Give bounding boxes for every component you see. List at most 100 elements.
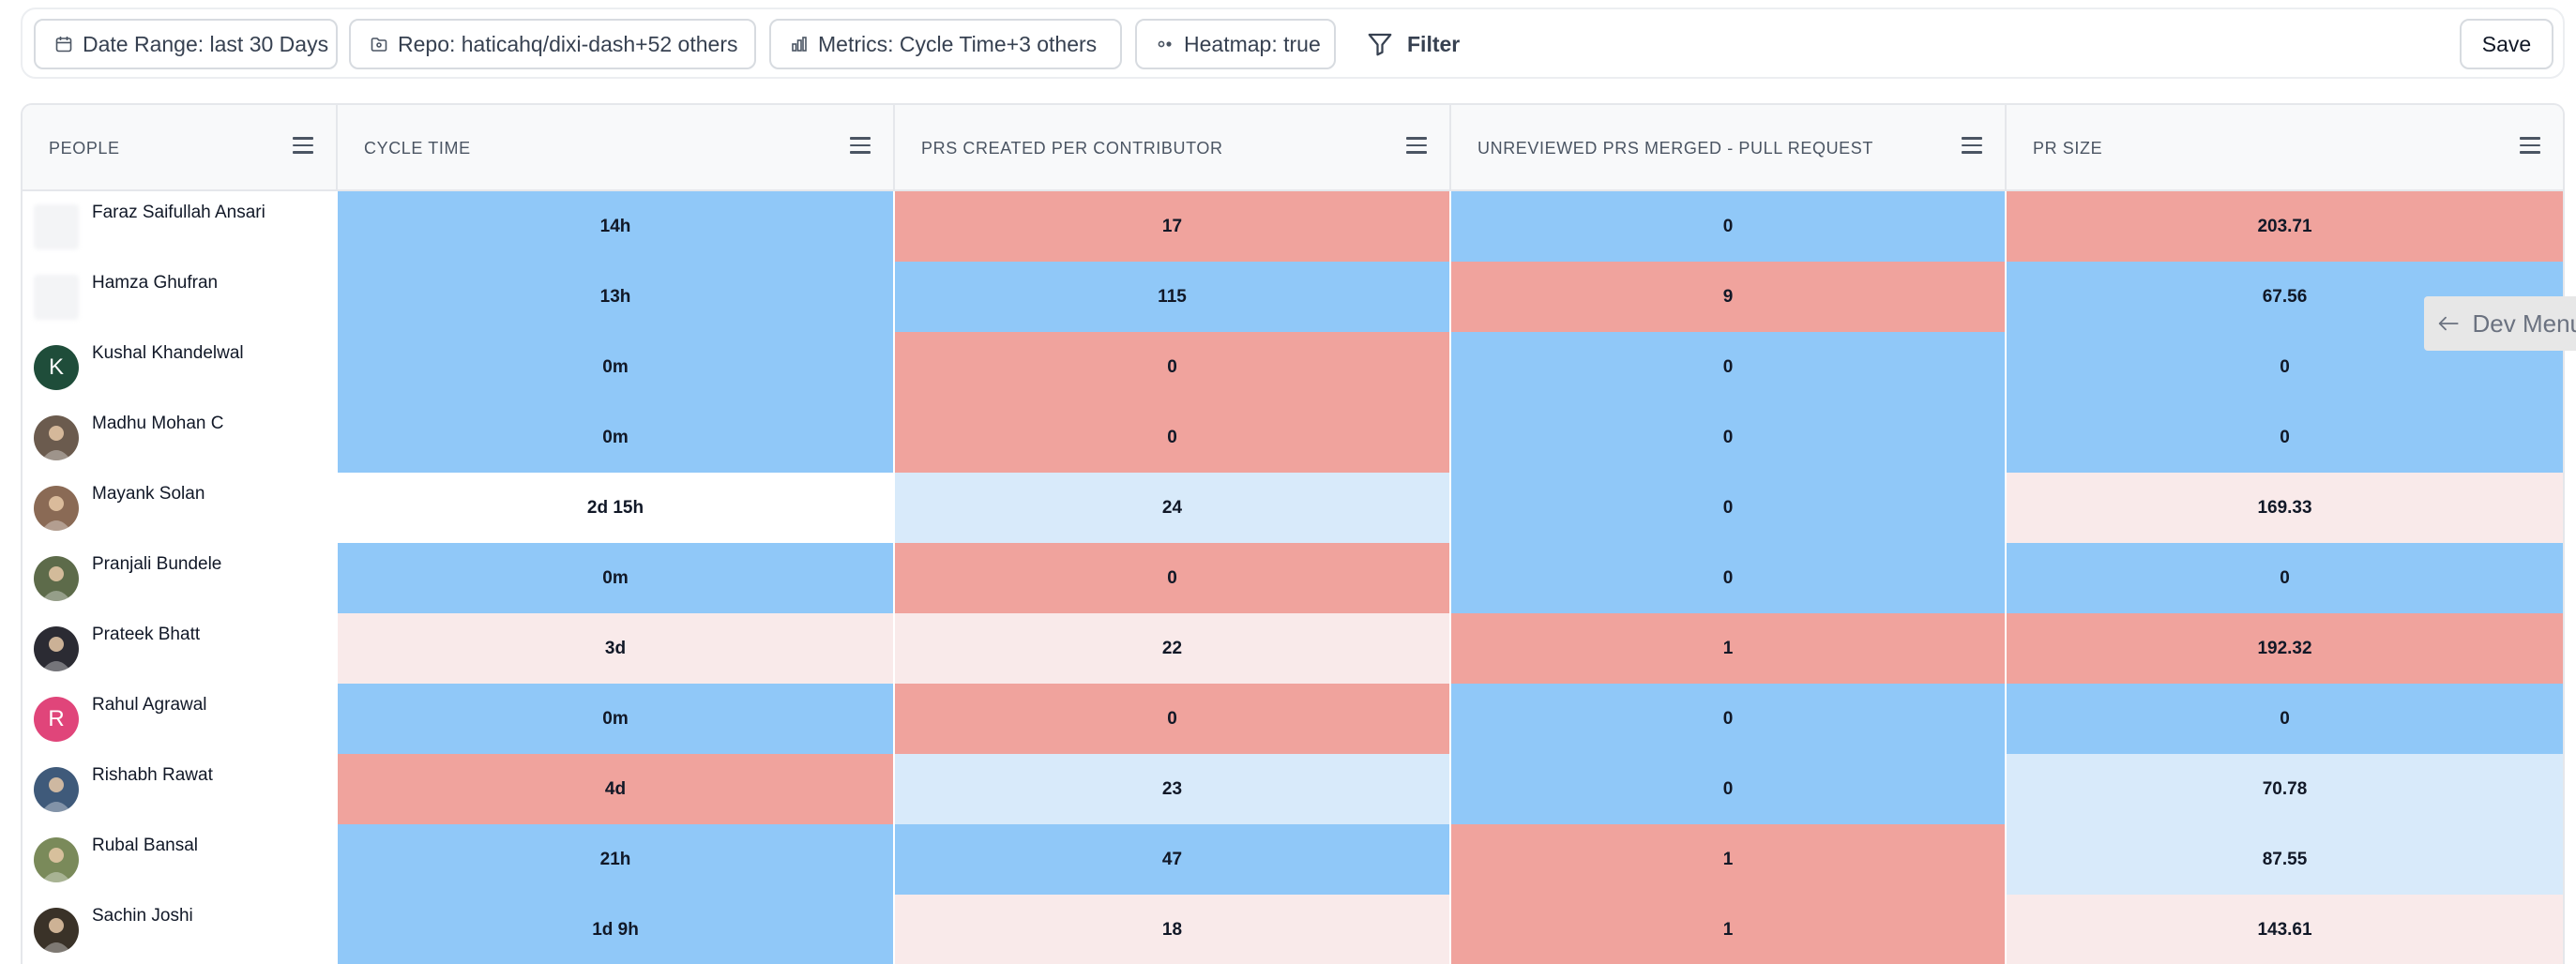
person-cell[interactable]: Sachin Joshi bbox=[23, 895, 338, 964]
metric-cell[interactable]: 3d bbox=[338, 613, 895, 684]
arrow-left-icon bbox=[2438, 316, 2459, 331]
avatar bbox=[34, 837, 79, 882]
hamburger-icon[interactable] bbox=[1406, 137, 1427, 156]
dev-menu-tab[interactable]: Dev Menu bbox=[2424, 296, 2576, 351]
table-row[interactable]: Madhu Mohan C 0m 0 0 0 bbox=[23, 402, 2563, 473]
person-name: Rishabh Rawat bbox=[92, 765, 213, 785]
metric-cell[interactable]: 4d bbox=[338, 754, 895, 824]
repo-chip[interactable]: Repo: haticahq/dixi-dash+52 others bbox=[349, 19, 756, 69]
metric-cell[interactable]: 0 bbox=[1451, 684, 2007, 754]
table-row[interactable]: Prateek Bhatt 3d 22 1 192.32 bbox=[23, 613, 2563, 684]
hamburger-icon[interactable] bbox=[850, 137, 871, 156]
metric-cell[interactable]: 203.71 bbox=[2007, 191, 2563, 262]
person-name: Prateek Bhatt bbox=[92, 625, 201, 644]
metric-cell[interactable]: 24 bbox=[895, 473, 1451, 543]
metric-cell[interactable]: 0 bbox=[1451, 402, 2007, 473]
avatar: K bbox=[34, 345, 79, 390]
table-row[interactable]: Hamza Ghufran 13h 115 9 67.56 bbox=[23, 262, 2563, 332]
person-cell[interactable]: R Rahul Agrawal bbox=[23, 684, 338, 754]
person-cell[interactable]: Pranjali Bundele bbox=[23, 543, 338, 613]
avatar bbox=[34, 275, 79, 320]
avatar bbox=[34, 626, 79, 671]
metric-cell[interactable]: 0 bbox=[1451, 543, 2007, 613]
column-header-unreviewed-prs[interactable]: UNREVIEWED PRS MERGED - PULL REQUEST bbox=[1451, 105, 2007, 191]
table-row[interactable]: Mayank Solan 2d 15h 24 0 169.33 bbox=[23, 473, 2563, 543]
column-header-people[interactable]: PEOPLE bbox=[23, 105, 338, 191]
metric-cell[interactable]: 47 bbox=[895, 824, 1451, 895]
metric-cell[interactable]: 192.32 bbox=[2007, 613, 2563, 684]
metric-cell[interactable]: 0m bbox=[338, 543, 895, 613]
metric-cell[interactable]: 21h bbox=[338, 824, 895, 895]
avatar-initial: R bbox=[48, 706, 65, 731]
metric-cell[interactable]: 0 bbox=[895, 332, 1451, 402]
metric-cell[interactable]: 23 bbox=[895, 754, 1451, 824]
person-name: Sachin Joshi bbox=[92, 906, 193, 926]
metric-cell[interactable]: 169.33 bbox=[2007, 473, 2563, 543]
metric-cell[interactable]: 0m bbox=[338, 684, 895, 754]
person-name: Rubal Bansal bbox=[92, 836, 199, 855]
person-cell[interactable]: Rishabh Rawat bbox=[23, 754, 338, 824]
person-cell[interactable]: Prateek Bhatt bbox=[23, 613, 338, 684]
person-name: Hamza Ghufran bbox=[92, 273, 219, 293]
metric-cell[interactable]: 1 bbox=[1451, 613, 2007, 684]
metric-cell[interactable]: 18 bbox=[895, 895, 1451, 964]
person-cell[interactable]: K Kushal Khandelwal bbox=[23, 332, 338, 402]
metric-cell[interactable]: 0 bbox=[1451, 332, 2007, 402]
metric-cell[interactable]: 143.61 bbox=[2007, 895, 2563, 964]
metric-cell[interactable]: 22 bbox=[895, 613, 1451, 684]
metric-cell[interactable]: 2d 15h bbox=[338, 473, 895, 543]
metric-cell[interactable]: 0 bbox=[1451, 191, 2007, 262]
table-row[interactable]: Pranjali Bundele 0m 0 0 0 bbox=[23, 543, 2563, 613]
metric-cell[interactable]: 70.78 bbox=[2007, 754, 2563, 824]
person-cell[interactable]: Rubal Bansal bbox=[23, 824, 338, 895]
table-body: Faraz Saifullah Ansari 14h 17 0 203.71 Hamza … bbox=[23, 191, 2563, 964]
hamburger-icon[interactable] bbox=[293, 137, 313, 156]
date-range-chip[interactable]: Date Range: last 30 Days bbox=[34, 19, 338, 69]
table-row[interactable]: K Kushal Khandelwal 0m 0 0 0 bbox=[23, 332, 2563, 402]
metric-cell[interactable]: 0 bbox=[895, 543, 1451, 613]
column-header-cycle-time[interactable]: CYCLE TIME bbox=[338, 105, 895, 191]
metric-cell[interactable]: 0 bbox=[1451, 473, 2007, 543]
heatmap-chip[interactable]: Heatmap: true bbox=[1135, 19, 1336, 69]
metric-cell[interactable]: 9 bbox=[1451, 262, 2007, 332]
hamburger-icon[interactable] bbox=[1962, 137, 1982, 156]
bar-chart-icon bbox=[792, 37, 807, 52]
table-row[interactable]: R Rahul Agrawal 0m 0 0 0 bbox=[23, 684, 2563, 754]
table-row[interactable]: Faraz Saifullah Ansari 14h 17 0 203.71 bbox=[23, 191, 2563, 262]
table-row[interactable]: Rishabh Rawat 4d 23 0 70.78 bbox=[23, 754, 2563, 824]
metric-cell[interactable]: 0m bbox=[338, 402, 895, 473]
metric-cell[interactable]: 0 bbox=[2007, 684, 2563, 754]
metric-cell[interactable]: 17 bbox=[895, 191, 1451, 262]
person-cell[interactable]: Madhu Mohan C bbox=[23, 402, 338, 473]
person-name: Kushal Khandelwal bbox=[92, 343, 244, 363]
filter-button[interactable]: Filter bbox=[1366, 19, 1460, 69]
metric-cell[interactable]: 1 bbox=[1451, 895, 2007, 964]
metric-cell[interactable]: 115 bbox=[895, 262, 1451, 332]
person-name: Rahul Agrawal bbox=[92, 695, 207, 715]
metric-cell[interactable]: 1 bbox=[1451, 824, 2007, 895]
metric-cell[interactable]: 0 bbox=[2007, 543, 2563, 613]
avatar-initial: K bbox=[48, 354, 64, 380]
metric-cell[interactable]: 0 bbox=[2007, 402, 2563, 473]
hamburger-icon[interactable] bbox=[2520, 137, 2540, 156]
metric-cell[interactable]: 14h bbox=[338, 191, 895, 262]
person-cell[interactable]: Hamza Ghufran bbox=[23, 262, 338, 332]
metric-cell[interactable]: 0 bbox=[1451, 754, 2007, 824]
metric-cell[interactable]: 13h bbox=[338, 262, 895, 332]
metric-cell[interactable]: 1d 9h bbox=[338, 895, 895, 964]
column-header-prs-created[interactable]: PRS CREATED PER CONTRIBUTOR bbox=[895, 105, 1451, 191]
avatar bbox=[34, 486, 79, 531]
metrics-chip[interactable]: Metrics: Cycle Time+3 others bbox=[769, 19, 1122, 69]
folder-icon bbox=[371, 38, 387, 52]
metric-cell[interactable]: 87.55 bbox=[2007, 824, 2563, 895]
person-cell[interactable]: Mayank Solan bbox=[23, 473, 338, 543]
metric-cell[interactable]: 0 bbox=[895, 684, 1451, 754]
column-header-pr-size[interactable]: PR SIZE bbox=[2007, 105, 2563, 191]
person-name: Madhu Mohan C bbox=[92, 414, 224, 433]
save-button[interactable]: Save bbox=[2460, 19, 2553, 69]
table-row[interactable]: Sachin Joshi 1d 9h 18 1 143.61 bbox=[23, 895, 2563, 964]
table-row[interactable]: Rubal Bansal 21h 47 1 87.55 bbox=[23, 824, 2563, 895]
person-cell[interactable]: Faraz Saifullah Ansari bbox=[23, 191, 338, 262]
metric-cell[interactable]: 0m bbox=[338, 332, 895, 402]
metric-cell[interactable]: 0 bbox=[895, 402, 1451, 473]
